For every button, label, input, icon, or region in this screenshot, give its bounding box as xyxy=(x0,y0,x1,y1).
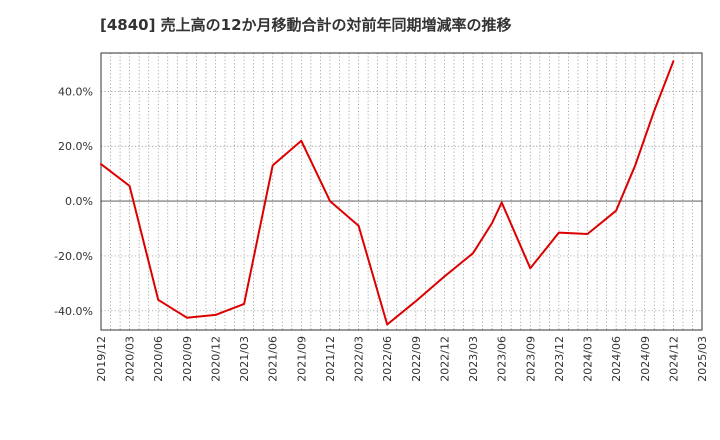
y-tick-label: -40.0% xyxy=(54,305,93,318)
x-tick-label: 2023/03 xyxy=(467,336,480,382)
x-tick-label: 2021/06 xyxy=(267,336,280,382)
x-tick-label: 2020/03 xyxy=(124,336,137,382)
x-tick-label: 2019/12 xyxy=(95,336,108,382)
y-tick-label: -20.0% xyxy=(54,250,93,263)
x-tick-label: 2020/06 xyxy=(152,336,165,382)
x-tick-label: 2023/06 xyxy=(496,336,509,382)
horizontal-gridlines xyxy=(101,91,702,312)
x-tick-label: 2020/09 xyxy=(181,336,194,382)
y-tick-label: 40.0% xyxy=(58,85,93,98)
x-tick-label: 2023/09 xyxy=(524,336,537,382)
x-tick-label: 2024/09 xyxy=(639,336,652,382)
x-tick-label: 2021/09 xyxy=(295,336,308,382)
x-tick-label: 2020/12 xyxy=(209,336,222,382)
x-tick-label: 2022/12 xyxy=(438,336,451,382)
x-tick-label: 2021/03 xyxy=(238,336,251,382)
x-tick-label: 2024/03 xyxy=(582,336,595,382)
x-tick-label: 2021/12 xyxy=(324,336,337,382)
x-tick-label: 2022/03 xyxy=(353,336,366,382)
x-tick-label: 2025/03 xyxy=(696,336,709,382)
x-axis-labels: 2019/12 2020/03 2020/06 2020/09 2020/12 2021/… xyxy=(95,336,709,382)
x-tick-label: 2023/12 xyxy=(553,336,566,382)
series-line xyxy=(100,60,675,326)
x-tick-label: 2022/09 xyxy=(410,336,423,382)
y-axis-labels: -40.0% -20.0% 0.0% 20.0% 40.0% xyxy=(54,85,93,317)
y-tick-label: 20.0% xyxy=(58,140,93,153)
y-tick-label: 0.0% xyxy=(65,195,93,208)
plot-frame xyxy=(100,52,703,331)
plot-area xyxy=(101,53,702,330)
series-group xyxy=(100,60,675,326)
x-tick-label: 2022/06 xyxy=(381,336,394,382)
chart-title: [4840] 売上高の12か月移動合計の対前年同期増減率の推移 xyxy=(100,16,512,34)
x-tick-label: 2024/06 xyxy=(610,336,623,382)
x-tick-label: 2024/12 xyxy=(667,336,680,382)
